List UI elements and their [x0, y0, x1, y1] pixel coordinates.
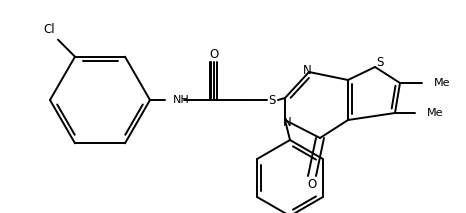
- Text: Me: Me: [434, 78, 451, 88]
- Text: Me: Me: [427, 108, 444, 118]
- Text: N: N: [282, 115, 291, 128]
- Text: Cl: Cl: [43, 23, 55, 36]
- Text: O: O: [308, 178, 316, 191]
- Text: S: S: [377, 56, 384, 69]
- Text: N: N: [302, 63, 311, 76]
- Text: O: O: [209, 47, 219, 60]
- Text: S: S: [268, 94, 276, 106]
- Text: NH: NH: [173, 95, 190, 105]
